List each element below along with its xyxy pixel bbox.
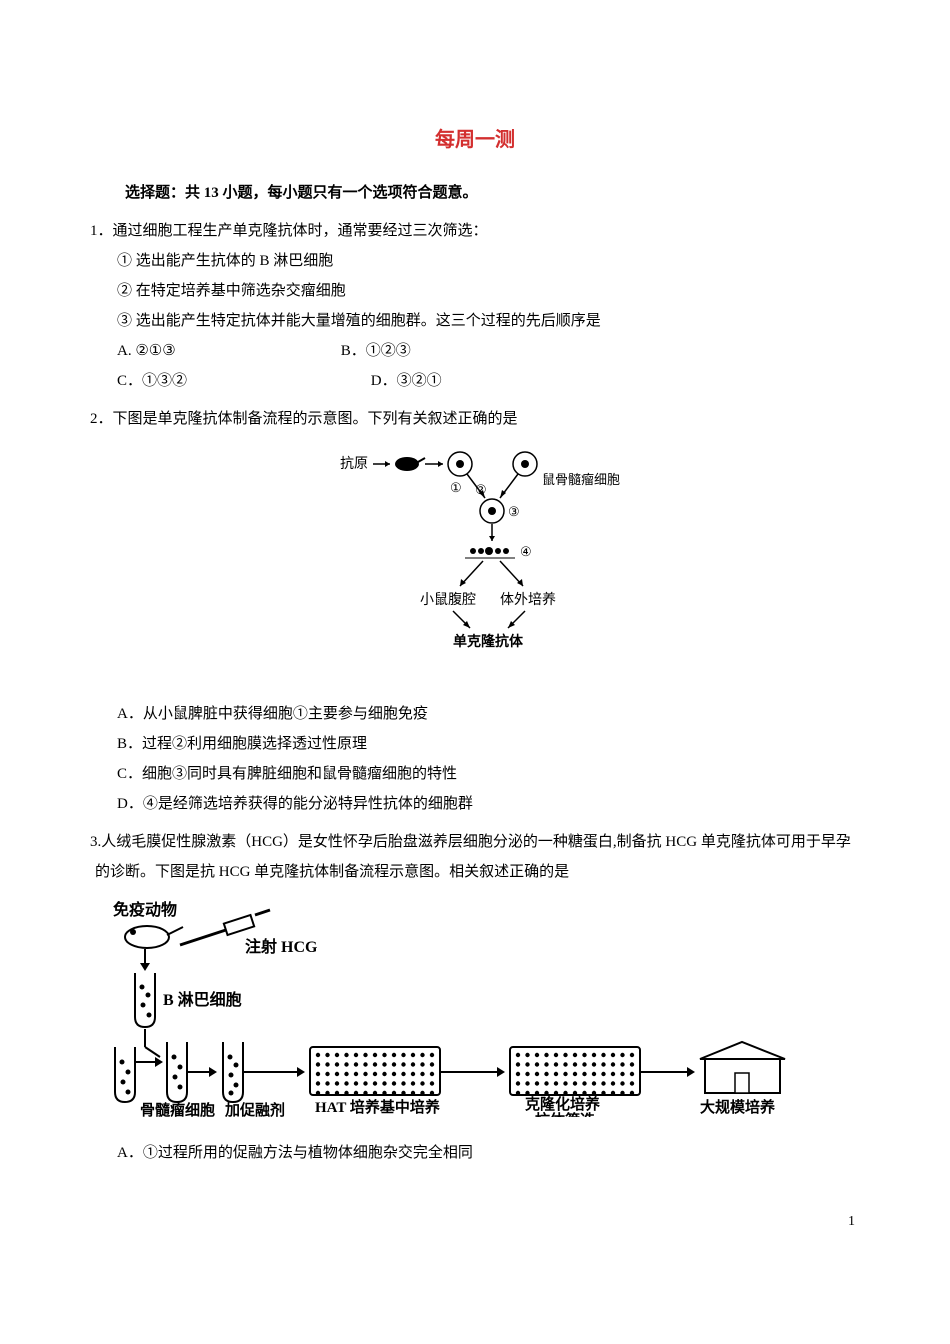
q1-optB: B．①②③ [341, 336, 491, 366]
page-number: 1 [85, 1208, 865, 1236]
q2-circ2: ② [475, 482, 487, 497]
q1-sub1: ① 选出能产生抗体的 B 淋巴细胞 [85, 246, 865, 276]
question-3: 3.人绒毛膜促性腺激素（HCG）是女性怀孕后胎盘滋养层细胞分泌的一种糖蛋白,制备… [85, 827, 865, 1168]
q3-optA: A．①过程所用的促融方法与植物体细胞杂交完全相同 [85, 1138, 865, 1168]
q1-optC: C．①③② [117, 366, 367, 396]
q2-diagram-container: 抗原 ① 鼠骨髓瘤细胞 ② ③ [85, 446, 865, 687]
q2-flowchart: 抗原 ① 鼠骨髓瘤细胞 ② ③ [325, 446, 625, 676]
q2-circ4: ④ [520, 544, 532, 559]
q2-optC: C．细胞③同时具有脾脏细胞和鼠骨髓瘤细胞的特性 [85, 759, 865, 789]
q1-sub2: ② 在特定培养基中筛选杂交瘤细胞 [85, 276, 865, 306]
q2-optA: A．从小鼠脾脏中获得细胞①主要参与细胞免疫 [85, 699, 865, 729]
q3-clone-label1: 克隆化培养 [525, 1095, 601, 1113]
q2-antigen-label: 抗原 [340, 456, 368, 472]
q2-optB: B．过程②利用细胞膜选择透过性原理 [85, 729, 865, 759]
page-title: 每周一测 [85, 120, 865, 160]
instruction-text: 选择题：共 13 小题，每小题只有一个选项符合题意。 [85, 178, 865, 208]
q2-myeloma-label: 鼠骨髓瘤细胞 [542, 472, 620, 487]
q3-fusion-label: 加促融剂 [224, 1101, 285, 1117]
q2-circ1: ① [450, 480, 462, 495]
q3-bcell-label: B 淋巴细胞 [163, 990, 242, 1009]
q2-optD: D．④是经筛选培养获得的能分泌特异性抗体的细胞群 [85, 789, 865, 819]
q2-circ3: ③ [508, 504, 520, 519]
q3-inject-label: 注射 HCG [245, 937, 318, 956]
q3-scale-label: 大规模培养 [700, 1098, 776, 1116]
question-1: 1．通过细胞工程生产单克隆抗体时，通常要经过三次筛选： ① 选出能产生抗体的 B… [85, 216, 865, 396]
q1-sub3: ③ 选出能产生特定抗体并能大量增殖的细胞群。这三个过程的先后顺序是 [85, 306, 865, 336]
question-2: 2．下图是单克隆抗体制备流程的示意图。下列有关叙述正确的是 抗原 ① 鼠骨髓瘤细… [85, 404, 865, 819]
q1-options-row1: A. ②①③ B．①②③ [85, 336, 865, 366]
q2-stem: 2．下图是单克隆抗体制备流程的示意图。下列有关叙述正确的是 [85, 404, 865, 434]
q2-mab-label: 单克隆抗体 [453, 633, 524, 650]
q3-hat-label: HAT 培养基中培养 [315, 1098, 441, 1116]
q1-stem: 1．通过细胞工程生产单克隆抗体时，通常要经过三次筛选： [85, 216, 865, 246]
q2-invitro-label: 体外培养 [500, 592, 556, 608]
q3-immune-label: 免疫动物 [113, 900, 177, 919]
q3-myeloma-label: 骨髓瘤细胞 [140, 1101, 215, 1117]
q3-stem: 3.人绒毛膜促性腺激素（HCG）是女性怀孕后胎盘滋养层细胞分泌的一种糖蛋白,制备… [85, 827, 865, 887]
q1-options-row2: C．①③② D．③②① [85, 366, 865, 396]
q1-optA: A. ②①③ [117, 336, 337, 366]
q1-optD: D．③②① [371, 366, 521, 396]
q3-diagram-container: 免疫动物 注射 HCG B 淋巴细胞 [85, 897, 865, 1128]
q2-abdomen-label: 小鼠腹腔 [420, 591, 476, 608]
q3-flowchart: 免疫动物 注射 HCG B 淋巴细胞 [105, 897, 825, 1117]
